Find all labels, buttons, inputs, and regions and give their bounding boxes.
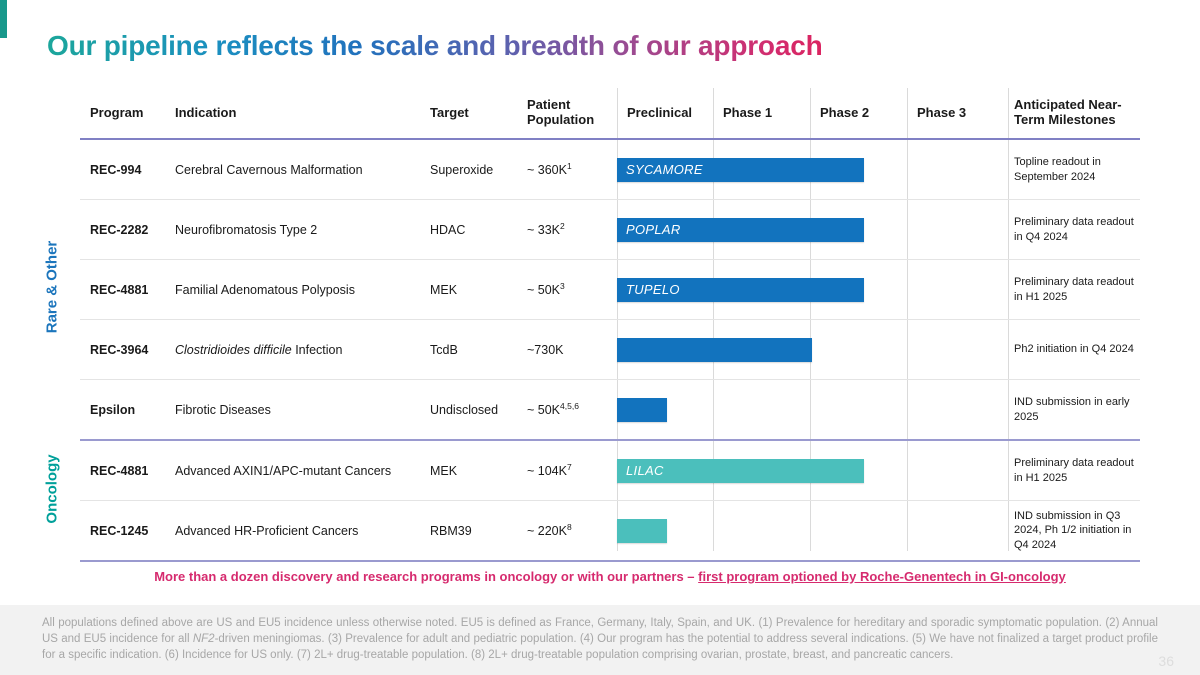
patient-population: ~ 104K7	[527, 462, 572, 479]
target: MEK	[430, 463, 458, 478]
page-title: Our pipeline reflects the scale and brea…	[47, 30, 823, 61]
program-name: REC-3964	[90, 342, 149, 357]
program-name: Epsilon	[90, 402, 136, 417]
table-header: Program Indication Target Patient Popula…	[80, 88, 1140, 140]
phase-progress-bar	[617, 518, 667, 543]
milestone-text: Preliminary data readout in H1 2025	[1014, 275, 1134, 303]
table-row: REC-4881 Advanced AXIN1/APC-mutant Cance…	[80, 441, 1140, 501]
gene-name-italic: NF2	[192, 632, 215, 645]
indication: Clostridioides difficile Infection	[175, 342, 343, 357]
trial-name-label: LILAC	[626, 463, 664, 478]
section-label-rare-other: Rare & Other	[43, 240, 61, 334]
phase-progress-bar	[617, 397, 667, 422]
indication: Advanced HR-Proficient Cancers	[175, 523, 359, 538]
milestone-text: Topline readout in September 2024	[1014, 155, 1101, 183]
phase-track: LILAC	[617, 441, 1008, 500]
patient-population: ~ 220K8	[527, 522, 572, 539]
phase-progress-bar: POPLAR	[617, 217, 864, 242]
patient-population: ~ 33K2	[527, 221, 565, 238]
table-row: REC-4881 Familial Adenomatous Polyposis …	[80, 260, 1140, 320]
footnotes-text: All populations defined above are US and…	[42, 617, 1158, 661]
patient-population: ~ 360K1	[527, 161, 572, 178]
phase-track: SYCAMORE	[617, 140, 1008, 199]
phase-progress-bar: SYCAMORE	[617, 157, 864, 182]
patient-population: ~ 50K3	[527, 281, 565, 298]
callout-text: More than a dozen discovery and research…	[154, 569, 699, 584]
footnotes-band: All populations defined above are US and…	[0, 605, 1200, 675]
table-row: REC-3964 Clostridioides difficile Infect…	[80, 320, 1140, 380]
table-row: REC-994 Cerebral Cavernous Malformation …	[80, 140, 1140, 200]
program-name: REC-2282	[90, 222, 149, 237]
header-patient-population: Patient Population	[527, 97, 595, 127]
callout-banner: More than a dozen discovery and research…	[80, 569, 1140, 584]
target: HDAC	[430, 222, 466, 237]
program-name: REC-994	[90, 162, 142, 177]
indication: Neurofibromatosis Type 2	[175, 222, 318, 237]
target: Undisclosed	[430, 402, 499, 417]
header-preclinical: Preclinical	[627, 104, 693, 120]
target: TcdB	[430, 342, 458, 357]
milestone-text: Preliminary data readout in Q4 2024	[1014, 215, 1134, 243]
program-name: REC-1245	[90, 523, 149, 538]
phase-track	[617, 380, 1008, 439]
trial-name-label: POPLAR	[626, 222, 681, 237]
patient-population: ~ 50K4,5,6	[527, 401, 579, 418]
header-target: Target	[430, 104, 469, 120]
slide-accent-bar	[0, 0, 7, 38]
header-milestones: Anticipated Near-Term Milestones	[1014, 97, 1122, 127]
patient-population: ~730K	[527, 343, 564, 358]
target: MEK	[430, 282, 458, 297]
indication: Fibrotic Diseases	[175, 402, 271, 417]
milestone-text: Ph2 initiation in Q4 2024	[1014, 343, 1134, 356]
trial-name-label: SYCAMORE	[626, 162, 703, 177]
program-name: REC-4881	[90, 282, 149, 297]
table-row: REC-2282 Neurofibromatosis Type 2 HDAC ~…	[80, 200, 1140, 260]
target: RBM39	[430, 523, 472, 538]
header-phase-3: Phase 3	[917, 104, 967, 120]
indication: Familial Adenomatous Polyposis	[175, 282, 355, 297]
phase-track	[617, 320, 1008, 379]
trial-name-label: TUPELO	[626, 282, 680, 297]
phase-track: POPLAR	[617, 200, 1008, 259]
header-indication: Indication	[175, 104, 237, 120]
milestone-text: IND submission in early 2025	[1014, 395, 1130, 423]
table-row: Epsilon Fibrotic Diseases Undisclosed ~ …	[80, 380, 1140, 441]
section-label-oncology: Oncology	[43, 454, 61, 524]
table-row: REC-1245 Advanced HR-Proficient Cancers …	[80, 501, 1140, 562]
milestone-text: Preliminary data readout in H1 2025	[1014, 456, 1134, 484]
header-phase-2: Phase 2	[820, 104, 870, 120]
phase-progress-bar	[617, 337, 812, 362]
milestone-text: IND submission in Q3 2024, Ph 1/2 initia…	[1014, 509, 1132, 551]
indication: Advanced AXIN1/APC-mutant Cancers	[175, 463, 392, 478]
header-program: Program	[90, 104, 144, 120]
target: Superoxide	[430, 162, 494, 177]
phase-track: TUPELO	[617, 260, 1008, 319]
page-number: 36	[1158, 653, 1174, 669]
indication: Cerebral Cavernous Malformation	[175, 162, 363, 177]
callout-link[interactable]: first program optioned by Roche-Genentec…	[698, 569, 1066, 584]
phase-track	[617, 501, 1008, 560]
program-name: REC-4881	[90, 463, 149, 478]
header-phase-1: Phase 1	[723, 104, 773, 120]
phase-progress-bar: LILAC	[617, 458, 864, 483]
pipeline-table: Program Indication Target Patient Popula…	[80, 88, 1140, 562]
phase-progress-bar: TUPELO	[617, 277, 864, 302]
